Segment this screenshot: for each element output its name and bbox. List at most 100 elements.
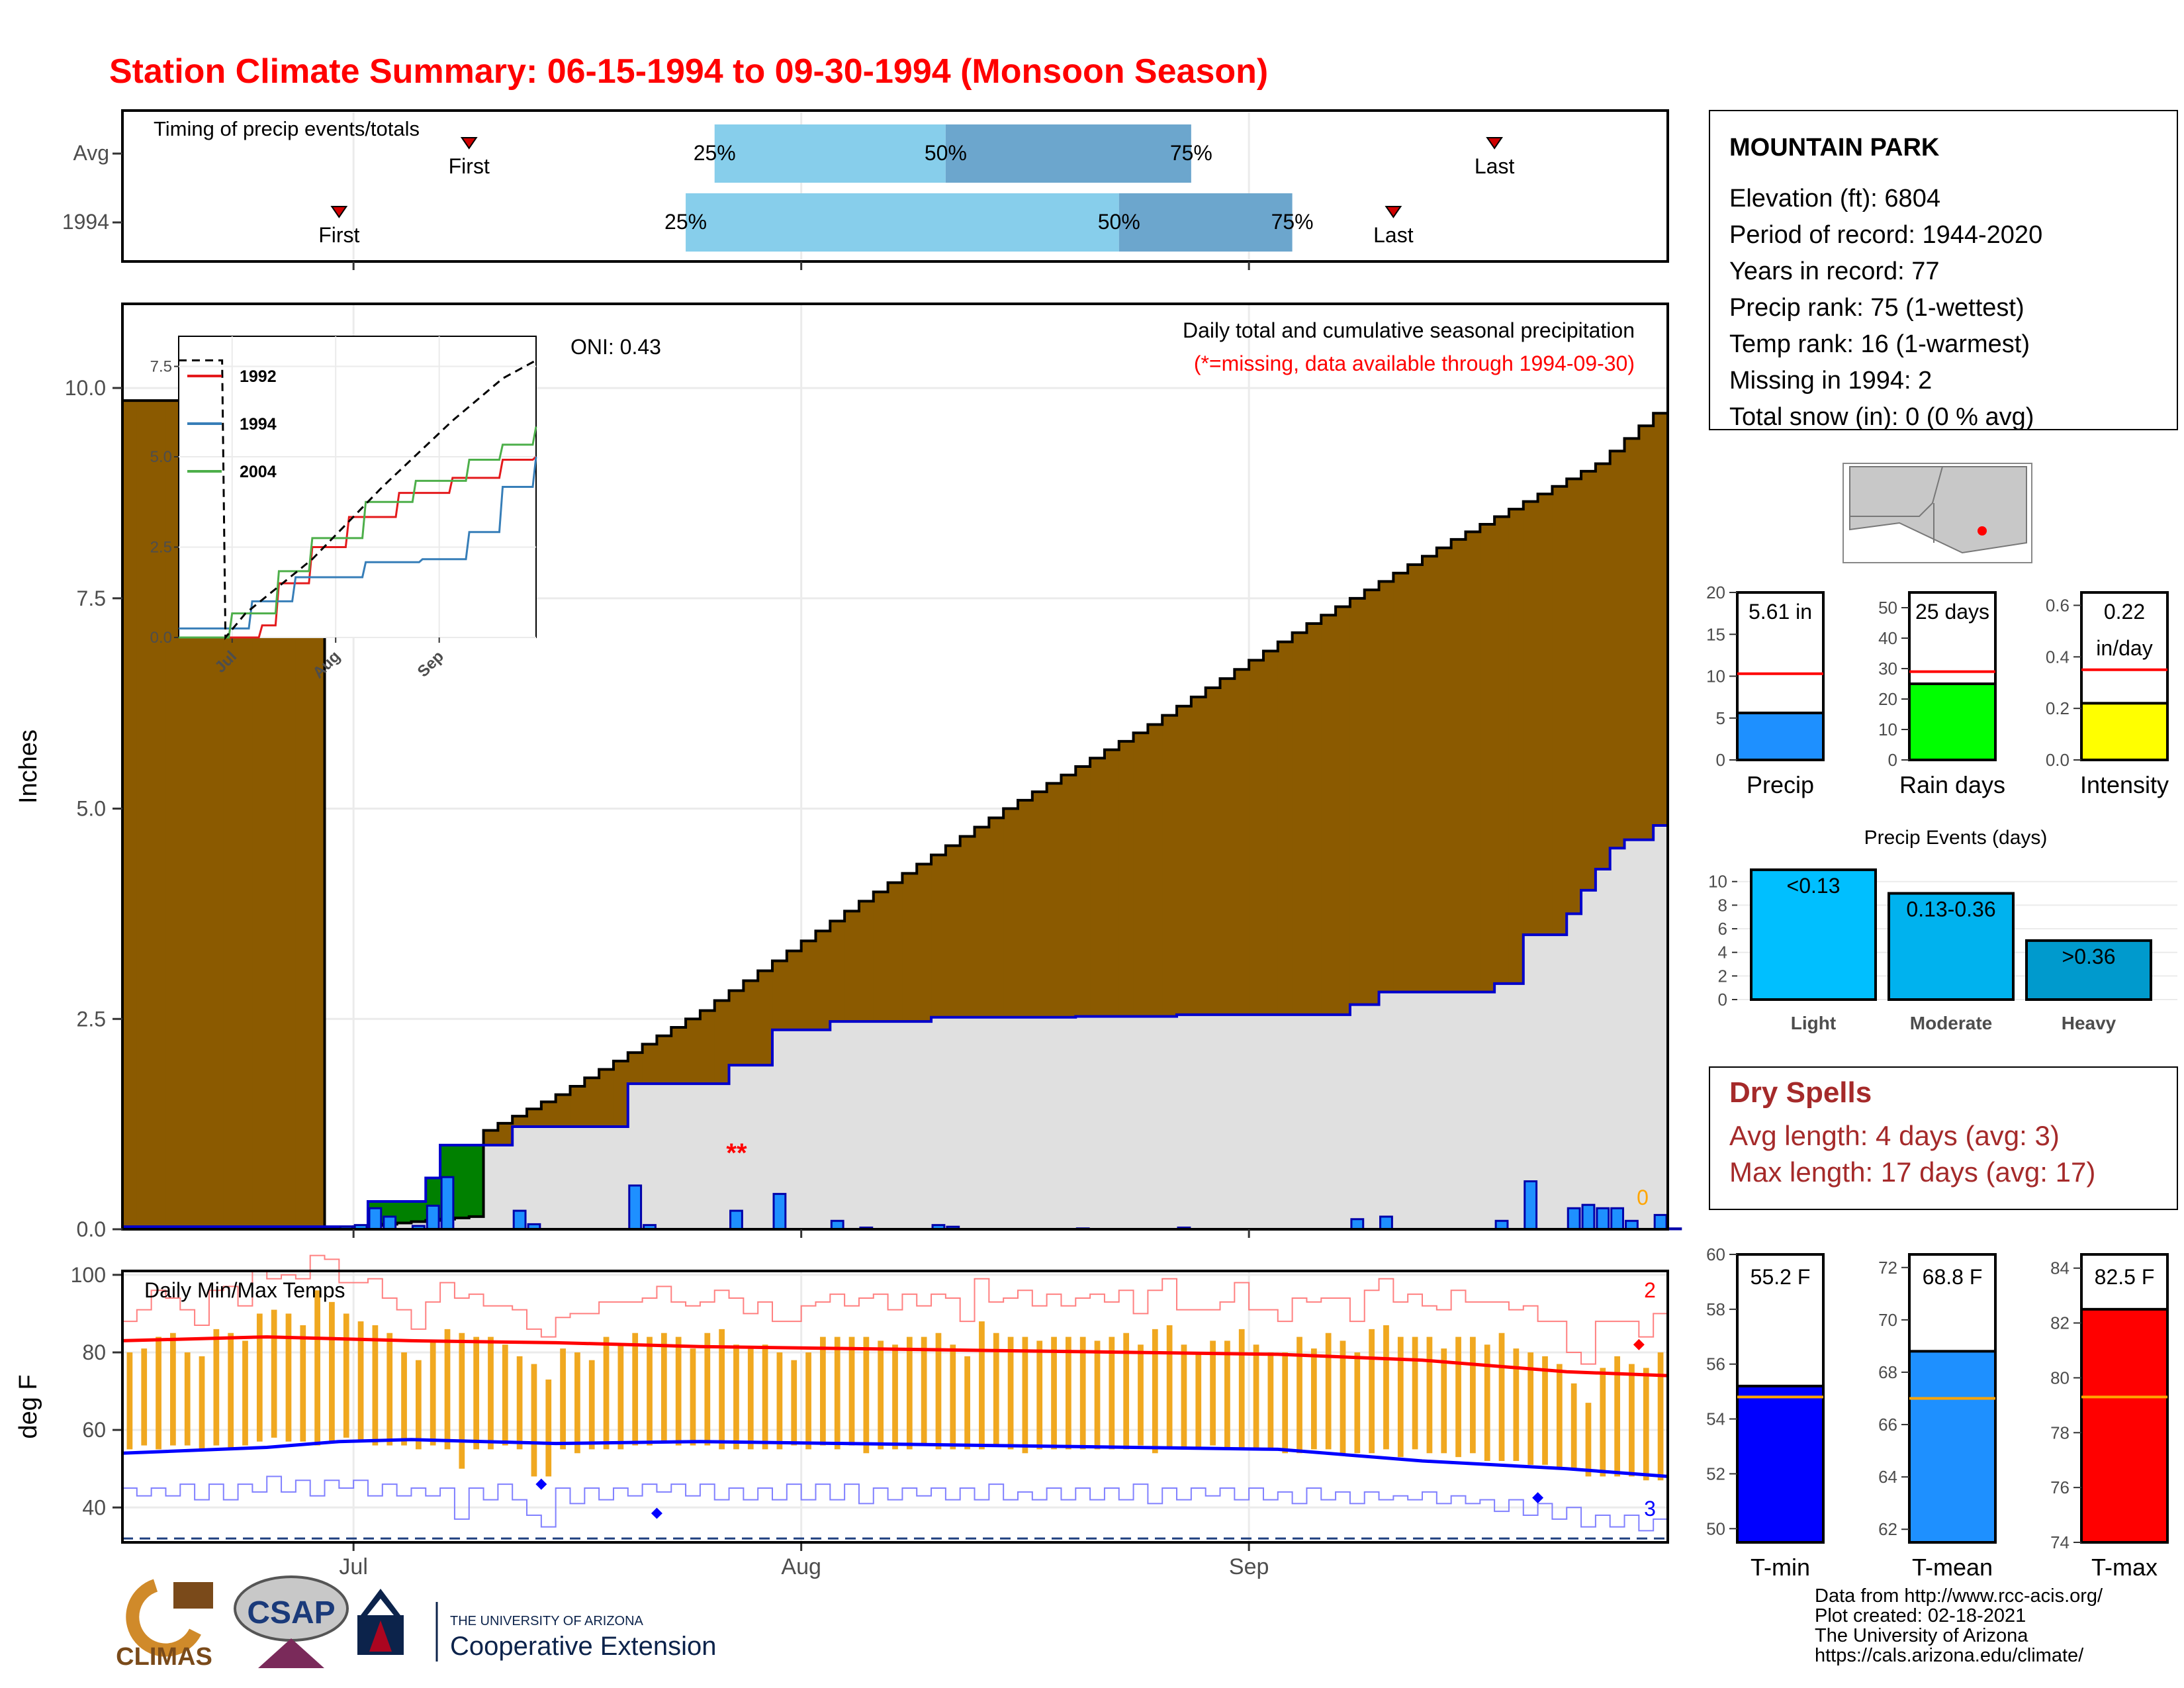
daily-temp-range-bar (588, 1360, 595, 1450)
daily-temp-range-bar (1166, 1325, 1173, 1450)
events-y-tick-label: 8 (1718, 895, 1727, 915)
deficit-fill (1133, 733, 1148, 1017)
deficit-fill (844, 911, 860, 1022)
daily-temp-range-bar (228, 1333, 234, 1450)
credit-line: Plot created: 02-18-2021 (1815, 1605, 2026, 1626)
credit-line: The University of Arizona (1815, 1625, 2028, 1646)
daily-temp-range-bar (314, 1290, 320, 1446)
record-high-line (122, 1254, 1668, 1365)
daily-temp-range-bar (1556, 1364, 1563, 1469)
deficit-fill (714, 1000, 730, 1084)
surplus-fill (454, 1145, 470, 1218)
deficit-fill (1408, 564, 1423, 992)
station-detail: Precip rank: 75 (1-wettest) (1729, 294, 2025, 322)
main-precip-panel: Inches 0.0 2.5 5.0 7.5 10.0 ONI: 0.43 Daily … (15, 303, 1682, 1241)
daily-temp-range-bar (1181, 1344, 1187, 1450)
daily-temp-range-bar (444, 1329, 451, 1450)
deficit-fill (1003, 808, 1019, 1017)
temp-summary-y-tick-label: 78 (2050, 1423, 2070, 1442)
record-low-line (122, 1476, 1668, 1532)
daily-temp-range-bar (184, 1352, 191, 1446)
deficit-fill (498, 1123, 513, 1145)
temp-summary-y-tick-label: 72 (1878, 1258, 1897, 1278)
summary-bars: 0 5 10 15 20 5.61 in Precip 0 10 20 30 40 50 25 days R… (1706, 583, 2169, 798)
daily-temp-range-bar (848, 1336, 855, 1446)
daily-temp-range-bar (126, 1352, 133, 1450)
logos: CLIMAS CSAP THE UNIVERSITY OF ARIZONA Co… (116, 1575, 716, 1671)
summary-value-label: 0.22 (2104, 600, 2145, 624)
daily-temp-range-bar (1412, 1336, 1418, 1450)
station-detail: Temp rank: 16 (1-warmest) (1729, 330, 2030, 358)
timing-q25-label: 25% (694, 141, 736, 165)
daily-temp-range-bar (617, 1344, 624, 1450)
daily-precip-bar (368, 1207, 383, 1231)
timing-bar-q25-q50 (686, 193, 1119, 252)
temp-summary-y-tick-label: 84 (2050, 1258, 2070, 1278)
summary-y-tick-label: 30 (1878, 659, 1897, 679)
inset-legend-label: 2004 (240, 463, 277, 481)
temp-summary-bar-t-max (2080, 1307, 2169, 1544)
daily-temp-range-bar (141, 1348, 148, 1446)
timing-first-marker (330, 206, 348, 218)
location-map (1843, 463, 2032, 563)
deficit-fill (483, 1130, 498, 1145)
daily-precip-bar (729, 1209, 743, 1231)
daily-temp-range-bar (805, 1352, 811, 1450)
daily-temp-range-bar (1051, 1336, 1057, 1450)
summary-bar-name: Intensity (2080, 771, 2169, 798)
timing-last-marker (1385, 206, 1402, 218)
summary-y-tick-label: 0.2 (2046, 698, 2070, 718)
timing-row-label: 1994 (62, 210, 109, 234)
summary-y-tick-label: 5 (1716, 708, 1725, 728)
daily-temp-range-bar (1643, 1368, 1649, 1481)
timing-row-label: Avg (73, 141, 109, 165)
events-y-tick-label: 4 (1718, 943, 1727, 962)
station-detail: Total snow (in): 0 (0 % avg) (1729, 403, 2034, 431)
summary-y-tick-label: 20 (1706, 583, 1725, 602)
daily-temp-range-bar (256, 1313, 263, 1442)
timing-q75-label: 75% (1170, 141, 1212, 165)
record-low-marker (1532, 1492, 1544, 1504)
daily-temp-range-bar (747, 1348, 754, 1450)
daily-temp-range-bar (921, 1336, 927, 1446)
temp-summary-y-tick-label: 50 (1706, 1519, 1725, 1538)
daily-temp-range-bar (1022, 1336, 1028, 1454)
temp-x-tick-label: Sep (1229, 1554, 1269, 1579)
events-bar-light (1750, 868, 1877, 1002)
daily-temp-range-bar (1484, 1344, 1490, 1461)
timing-q50-label: 50% (925, 141, 967, 165)
daily-temp-range-bar (329, 1301, 335, 1442)
daily-temp-range-bar (387, 1333, 393, 1446)
temp-summary-name: T-max (2091, 1554, 2158, 1581)
events-x-label: Moderate (1910, 1013, 1992, 1033)
climas-logo: CLIMAS (116, 1579, 213, 1671)
credit-line: https://cals.arizona.edu/climate/ (1815, 1645, 2084, 1666)
deficit-fill (1191, 696, 1206, 1015)
cumulative-1994-line (122, 757, 1669, 1229)
daily-temp-range-bar (1195, 1352, 1202, 1450)
daily-temp-range-bar (300, 1325, 306, 1442)
temp-panel-label: Daily Min/Max Temps (144, 1278, 345, 1302)
daily-temp-range-bar (459, 1333, 465, 1469)
daily-precip-bar (440, 1176, 455, 1231)
deficit-fill (1349, 598, 1365, 1005)
tmin-record-count: 3 (1644, 1497, 1656, 1521)
dry-spells-avg: Avg length: 4 days (avg: 3) (1729, 1120, 2060, 1151)
deficit-fill (1277, 641, 1293, 1015)
daily-temp-range-bar (1354, 1352, 1361, 1454)
daily-temp-range-bar (1657, 1352, 1664, 1481)
daily-temp-range-bar (1426, 1336, 1433, 1454)
daily-temp-range-bar (1455, 1336, 1461, 1458)
deficit-fill (657, 1035, 672, 1084)
summary-bar-intensity (2080, 702, 2169, 762)
surplus-fill (396, 1201, 412, 1223)
daily-temp-range-bar (964, 1356, 970, 1450)
deficit-fill (136, 400, 152, 1227)
footer-credits: Data from http://www.rcc-acis.org/ Plot … (1815, 1585, 2103, 1666)
tmax-record-count: 2 (1644, 1278, 1656, 1302)
daily-precip-bar (628, 1184, 643, 1231)
summary-y-tick-label: 0.6 (2046, 595, 2070, 615)
events-x-label: Light (1791, 1013, 1836, 1033)
temp-summary-y-tick-label: 82 (2050, 1313, 2070, 1333)
